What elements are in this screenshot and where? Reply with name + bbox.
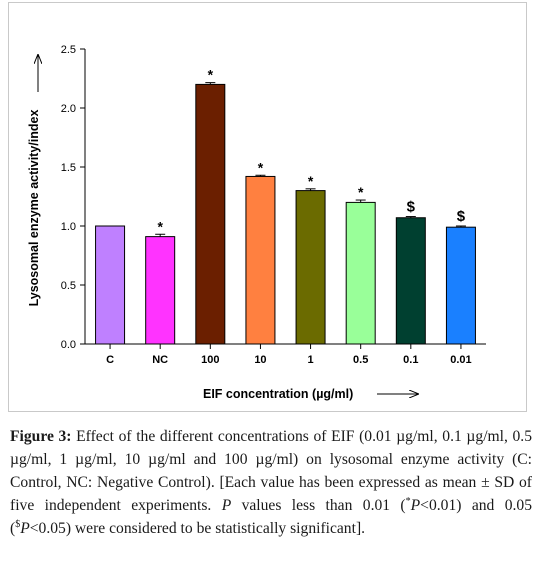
- significance-marker: *: [208, 67, 214, 83]
- y-tick-label: 0.5: [61, 280, 76, 292]
- figure-caption: Figure 3: Effect of the different concen…: [10, 425, 532, 540]
- caption-p-2: P: [410, 497, 421, 514]
- significance-marker: $: [407, 199, 416, 216]
- x-tick-label: 10: [254, 354, 266, 366]
- caption-text-3: <0.01) and 0.05 (: [10, 497, 532, 537]
- bar: [445, 226, 476, 345]
- x-tick-label: 0.01: [450, 354, 471, 366]
- y-ticks: 0.0 0.5 1.0 1.5 2.0 2.5: [61, 44, 85, 351]
- x-tick-label: NC: [152, 354, 168, 366]
- x-tick-label: 0.5: [353, 354, 368, 366]
- caption-star: *: [405, 495, 411, 507]
- x-ticks: C NC 100 10 1 0.5 0.1 0.01: [106, 344, 472, 366]
- significance-marker: $: [457, 208, 466, 225]
- bar: [245, 175, 276, 345]
- y-tick-label: 0.0: [61, 339, 76, 351]
- bar: [95, 225, 126, 345]
- caption-text-4: <0.05) were considered to be statistical…: [29, 520, 366, 537]
- bar: [345, 201, 376, 345]
- x-tick-label: 0.1: [403, 354, 418, 366]
- y-tick-label: 1.5: [61, 162, 76, 174]
- x-axis-label: EIF concentration (µg/ml): [203, 387, 353, 401]
- bar: [295, 190, 326, 345]
- caption-p-1: P: [221, 497, 232, 514]
- x-tick-label: 100: [201, 354, 219, 366]
- y-tick-label: 2.0: [61, 103, 76, 115]
- axes: [84, 49, 486, 345]
- caption-text-1: Effect of the different concentrations o…: [10, 428, 533, 514]
- significance-marker: *: [258, 159, 264, 175]
- significance-marker: *: [308, 173, 314, 189]
- y-tick-label: 2.5: [61, 44, 76, 56]
- bar: [145, 236, 176, 345]
- bar: [395, 217, 426, 345]
- bar: [195, 83, 226, 345]
- y-tick-label: 1.0: [61, 221, 76, 233]
- caption-text-2: values less than 0.01 (: [231, 497, 406, 514]
- significance-marker: *: [358, 184, 364, 200]
- caption-label: Figure 3:: [10, 428, 72, 445]
- x-tick-label: C: [106, 354, 114, 366]
- bars: * * * * * $ $: [95, 67, 476, 345]
- x-tick-label: 1: [308, 354, 314, 366]
- caption-dollar: $: [15, 518, 21, 530]
- y-axis-label: Lysosomal enzyme activity/index: [27, 110, 41, 307]
- caption-p-3: P: [20, 520, 30, 537]
- bar-chart: 0.00.51.01.52.02.5 *****$$ C NC 100 10 1 0.5 0…: [27, 44, 486, 401]
- significance-marker: *: [157, 218, 163, 234]
